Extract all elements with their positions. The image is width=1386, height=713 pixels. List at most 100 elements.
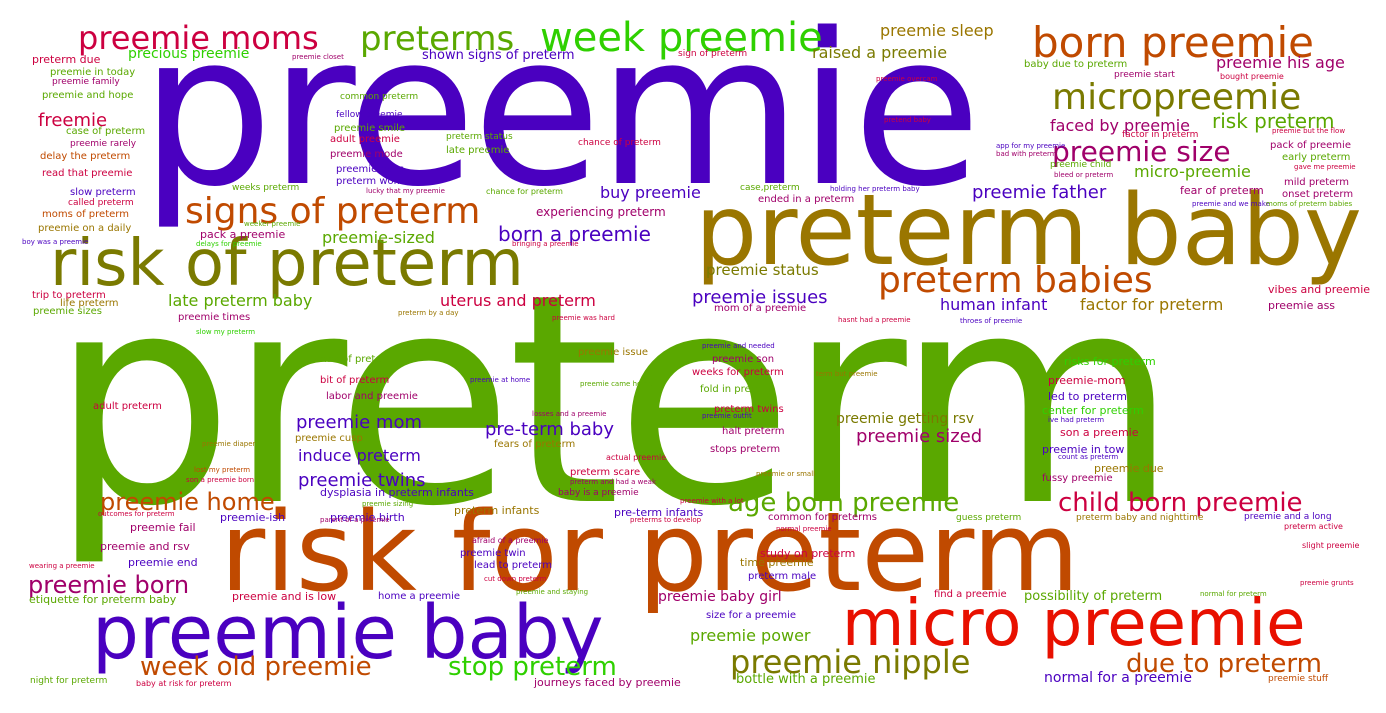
- word: slow my preterm: [196, 328, 256, 336]
- word: experiencing preterm: [536, 205, 666, 219]
- word: bought preemie: [1220, 72, 1284, 81]
- word: stops preterm: [710, 444, 781, 455]
- word: preemie baby girl: [658, 589, 782, 605]
- word: bleed or preterm: [1054, 171, 1114, 179]
- word: hasnt had a preemie: [838, 316, 911, 324]
- word: preemie fail: [130, 521, 196, 534]
- word: preterm babies: [878, 260, 1153, 301]
- word: freemie: [38, 110, 108, 131]
- word: preemie cusp: [295, 433, 363, 444]
- word: normal for a preemie: [1044, 670, 1192, 686]
- word: preemie sizes: [33, 306, 102, 317]
- word: shown signs of preterm: [422, 48, 575, 63]
- word: preemie-mom: [1048, 374, 1126, 387]
- word: preemie mode: [330, 149, 403, 160]
- word: called preterm: [68, 198, 134, 208]
- word: delay the preterm: [40, 151, 131, 162]
- word: late preterm baby: [168, 291, 313, 310]
- word: factor for preterm: [1080, 295, 1224, 314]
- word: preemie getting rsv: [836, 411, 975, 427]
- word: precious preemie: [128, 46, 250, 62]
- word: ended in a preterm: [758, 194, 855, 205]
- word: preemie baby: [92, 590, 604, 676]
- word: preemie and a long: [1244, 512, 1332, 522]
- word: preterm scare: [570, 467, 641, 478]
- word: preemie born: [28, 571, 190, 599]
- word: slow preterm: [70, 187, 136, 198]
- word: chance of preterm: [578, 138, 661, 148]
- word: time preemie: [740, 556, 814, 569]
- word: term but preemie: [816, 370, 878, 378]
- word: led to preterm: [1048, 390, 1127, 403]
- word: due to preterm: [1126, 649, 1322, 679]
- word: throes of preemie: [960, 317, 1023, 325]
- word: induce preterm: [298, 446, 421, 465]
- word: preemie child: [1050, 160, 1112, 170]
- word: pre-term baby: [485, 419, 615, 440]
- word: risk of preterm: [50, 227, 524, 301]
- word: gave me preemie: [1294, 163, 1356, 171]
- word: holding her preterm baby: [830, 185, 920, 193]
- word: preemie sizing: [362, 500, 414, 508]
- word: adult preemie: [330, 134, 400, 145]
- word: find a preemie: [934, 589, 1007, 600]
- word: preemie his age: [1216, 53, 1345, 72]
- word: moms of preterm babies: [1266, 200, 1353, 208]
- word: chance for preterm: [486, 187, 563, 196]
- word: risks for preterm: [1064, 355, 1156, 368]
- word: pack a preemie: [200, 228, 286, 241]
- word: preemie grunts: [1300, 579, 1354, 587]
- word: preterm baby: [695, 174, 1363, 288]
- word: preterm active: [1284, 522, 1343, 531]
- word: factor in preterm: [1122, 130, 1199, 140]
- word: preemie was hard: [552, 314, 615, 322]
- word: preterm status: [446, 132, 513, 142]
- word: signs of preterm: [185, 191, 481, 232]
- word: home a preemie: [378, 591, 461, 602]
- word: count as preterm: [1058, 453, 1119, 461]
- word: size for a preemie: [706, 610, 797, 621]
- word: buy preemie: [600, 183, 701, 202]
- word: moms of preterm: [42, 209, 129, 220]
- word: preemie end: [128, 556, 198, 569]
- word: late preemie: [446, 145, 510, 156]
- word: preterm infants: [454, 504, 540, 517]
- word: preemie size: [1052, 135, 1231, 168]
- word: preterm baby and nighttime: [1076, 513, 1204, 523]
- word: sign of preterm: [678, 49, 748, 59]
- word: preemie overcam: [876, 75, 938, 83]
- word: preemie ass: [1268, 299, 1336, 312]
- word: vibes and preemie: [1268, 283, 1371, 296]
- word: preemie on a daily: [38, 223, 132, 234]
- word: micro preemie: [842, 587, 1306, 661]
- word: boy was a preemie: [22, 238, 89, 246]
- word: preemie son: [712, 354, 775, 365]
- word: lost my preterm: [194, 466, 251, 474]
- word: preterm by a day: [398, 309, 459, 317]
- word: preemie or small: [756, 470, 816, 478]
- word: preemie twins: [298, 470, 426, 491]
- word: fellow preemie: [336, 110, 403, 120]
- word: normal preemie: [776, 525, 832, 533]
- word: weeks preterm: [232, 183, 300, 193]
- word: preemie home: [100, 488, 275, 516]
- word: raised a preemie: [812, 43, 948, 62]
- word: case,preterm: [740, 183, 800, 193]
- word: preemie nipple: [730, 643, 971, 681]
- word: preemie birth: [330, 511, 405, 524]
- word: common preterm: [340, 92, 419, 102]
- word: preemie times: [178, 312, 251, 323]
- word: age born preemie: [728, 488, 960, 518]
- word: preemie stuff: [1268, 674, 1329, 684]
- word: life preterm: [60, 298, 119, 309]
- word: bringing a preemie: [512, 240, 579, 248]
- word: pack of preemie: [1270, 140, 1351, 151]
- word: normal for preterm: [1200, 590, 1267, 598]
- word: preemie due: [1094, 462, 1164, 475]
- word: preemie in tow: [1042, 443, 1125, 456]
- word: preemie but the flow: [1272, 127, 1346, 135]
- word: preemie and hope: [42, 90, 134, 101]
- word: fears of preterm: [494, 439, 576, 450]
- word: parent of a preemie: [320, 516, 390, 524]
